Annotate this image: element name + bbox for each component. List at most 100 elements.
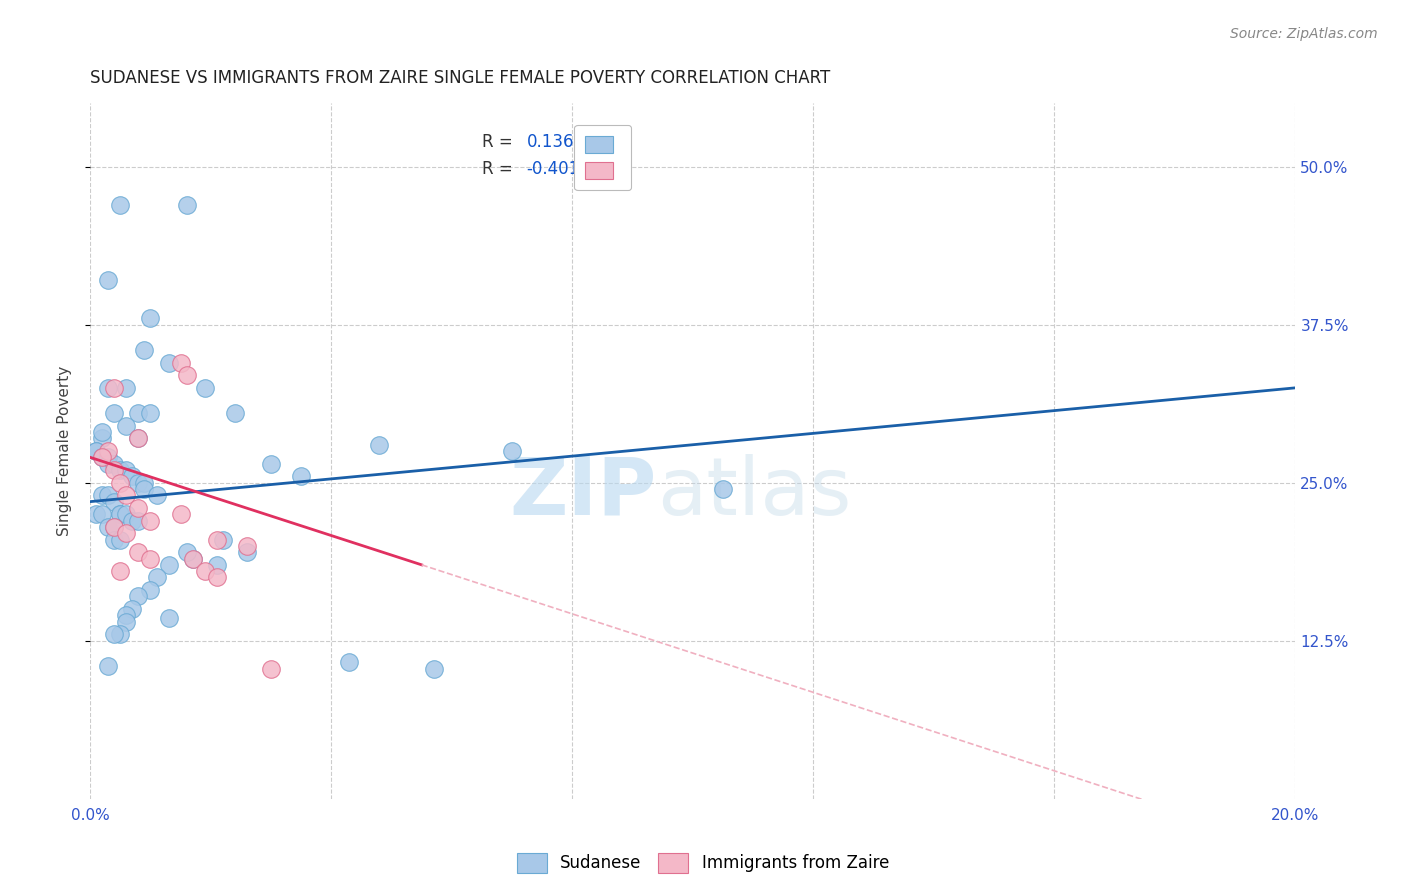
Point (501, 444, 523, 458)
Point (157, 355, 180, 369)
Point (145, 570, 167, 584)
Point (145, 488, 167, 502)
Text: R =: R = (482, 133, 513, 151)
Text: 0.136: 0.136 (526, 133, 574, 151)
Text: 23: 23 (610, 161, 633, 178)
Text: N =: N = (578, 161, 610, 178)
Point (110, 564, 132, 578)
Point (110, 475, 132, 490)
Point (127, 514, 149, 528)
Point (110, 533, 132, 547)
Point (103, 463, 125, 477)
Point (176, 197, 198, 211)
Point (115, 508, 138, 522)
Point (224, 406, 246, 420)
Point (139, 551, 162, 566)
Point (194, 564, 217, 578)
Text: Source: ZipAtlas.com: Source: ZipAtlas.com (1230, 27, 1378, 41)
Point (115, 608, 138, 623)
Point (205, 558, 228, 572)
Point (97, 273, 120, 287)
Point (260, 661, 283, 675)
Point (91, 425, 114, 439)
Point (91, 488, 114, 502)
Point (84, 508, 107, 522)
Point (115, 615, 138, 629)
Point (103, 520, 125, 534)
Point (169, 355, 191, 369)
Point (103, 533, 125, 547)
Point (236, 539, 259, 553)
Point (115, 526, 138, 541)
Point (139, 514, 162, 528)
Point (84, 444, 107, 458)
Point (110, 508, 132, 522)
Point (139, 583, 162, 598)
Point (121, 514, 143, 528)
Point (211, 533, 233, 547)
Point (127, 545, 149, 559)
Point (127, 500, 149, 515)
Point (157, 611, 180, 625)
Point (110, 197, 132, 211)
Point (181, 551, 204, 566)
Point (103, 457, 125, 471)
Point (260, 457, 283, 471)
Text: ZIP: ZIP (509, 454, 657, 532)
Point (157, 558, 180, 572)
Point (127, 590, 149, 604)
Point (103, 406, 125, 420)
Point (103, 627, 125, 641)
Point (169, 508, 191, 522)
Point (97, 381, 120, 395)
Point (205, 570, 228, 584)
Point (97, 450, 120, 465)
Point (97, 457, 120, 471)
Point (139, 406, 162, 420)
Point (97, 444, 120, 458)
Point (91, 508, 114, 522)
Point (121, 469, 143, 483)
Point (337, 655, 360, 669)
Point (103, 381, 125, 395)
Text: 67: 67 (610, 133, 631, 151)
Point (139, 311, 162, 326)
Y-axis label: Single Female Poverty: Single Female Poverty (58, 366, 72, 536)
Point (127, 406, 149, 420)
Point (181, 551, 204, 566)
Point (290, 469, 312, 483)
Point (711, 482, 734, 496)
Point (127, 431, 149, 445)
Point (84, 444, 107, 458)
Point (110, 627, 132, 641)
Point (236, 545, 259, 559)
Point (134, 343, 156, 357)
Text: SUDANESE VS IMMIGRANTS FROM ZAIRE SINGLE FEMALE POVERTY CORRELATION CHART: SUDANESE VS IMMIGRANTS FROM ZAIRE SINGLE… (90, 69, 831, 87)
Legend: Sudanese, Immigrants from Zaire: Sudanese, Immigrants from Zaire (510, 847, 896, 880)
Point (97, 659, 120, 673)
Point (205, 533, 228, 547)
Point (115, 488, 138, 502)
Point (110, 508, 132, 522)
Point (134, 475, 156, 490)
Point (176, 545, 198, 559)
Point (97, 520, 120, 534)
Point (134, 482, 156, 496)
Legend: , : , (575, 125, 631, 190)
Point (127, 475, 149, 490)
Point (91, 450, 114, 465)
Point (91, 450, 114, 465)
Point (91, 431, 114, 445)
Point (97, 488, 120, 502)
Point (422, 661, 444, 675)
Point (115, 463, 138, 477)
Point (103, 520, 125, 534)
Text: N =: N = (578, 133, 610, 151)
Point (368, 438, 391, 452)
Point (115, 381, 138, 395)
Point (110, 463, 132, 477)
Point (176, 368, 198, 383)
Point (115, 418, 138, 433)
Point (127, 431, 149, 445)
Text: -0.401: -0.401 (526, 161, 579, 178)
